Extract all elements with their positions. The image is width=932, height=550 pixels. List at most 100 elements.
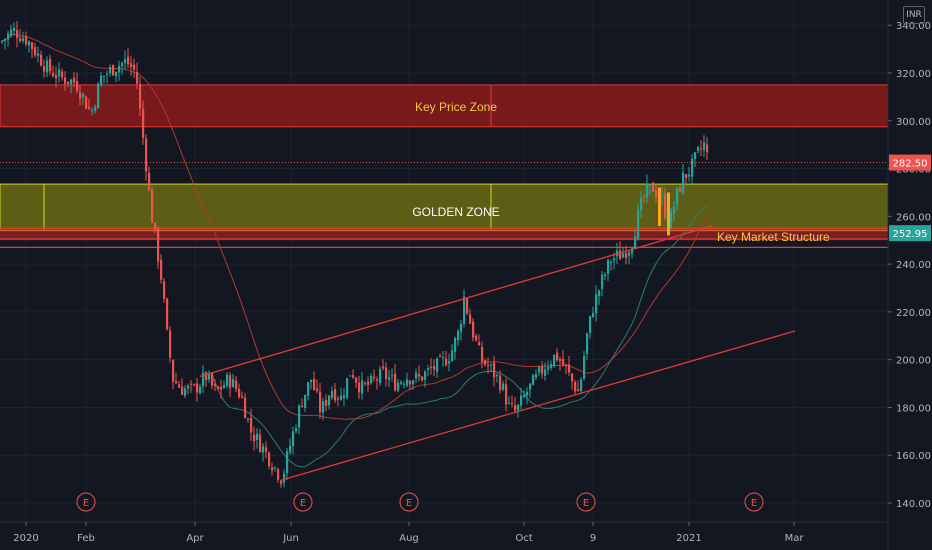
candle-down: [280, 480, 283, 484]
earnings-marker-label: E: [83, 498, 89, 509]
candle-down: [220, 387, 223, 390]
x-tick-label: 9: [590, 533, 596, 544]
candle-up: [688, 174, 691, 177]
candle-down: [511, 402, 514, 404]
candle-down: [172, 359, 175, 382]
candle-up: [97, 83, 100, 109]
earnings-marker-label: E: [300, 498, 306, 509]
candle-up: [7, 33, 10, 40]
candle-down: [64, 77, 67, 84]
price-zones: [0, 84, 889, 248]
candle-up: [328, 395, 331, 406]
candle-down: [382, 366, 385, 369]
time-axis[interactable]: 2020 Feb Apr Jun Aug Oct 9 2021 Mar: [13, 522, 804, 544]
candle-up: [199, 386, 202, 394]
candle-up: [640, 198, 643, 210]
candle-up: [532, 375, 535, 386]
candle-down: [484, 359, 487, 365]
candle-down: [154, 222, 157, 230]
candle-up: [340, 395, 343, 400]
channel-lower-line: [280, 330, 796, 481]
candle-up: [202, 372, 205, 387]
candle-up: [427, 368, 430, 370]
earnings-marker-label: E: [751, 498, 757, 509]
price-tags: [889, 154, 931, 242]
candle-up: [661, 195, 664, 197]
candle-down: [112, 65, 115, 76]
candle-up: [553, 354, 556, 366]
candle-down: [301, 405, 304, 407]
candle-up: [676, 187, 679, 206]
candle-down: [643, 196, 646, 198]
candle-down: [430, 366, 433, 368]
candle-up: [289, 445, 292, 453]
candle-up: [544, 369, 547, 376]
candle-down: [268, 452, 271, 467]
candle-down: [130, 63, 133, 68]
candle-up: [343, 395, 346, 398]
candle-up: [502, 383, 505, 390]
plot-area[interactable]: [0, 0, 888, 522]
y-tick-label: 160.00: [896, 451, 931, 462]
candle-down: [196, 383, 199, 393]
candle-up: [262, 445, 265, 453]
candle-down: [277, 469, 280, 480]
candle-up: [646, 183, 649, 198]
candle-up: [208, 373, 211, 380]
x-tick-label: Feb: [77, 533, 95, 544]
candle-up: [463, 296, 466, 324]
candle-up: [1, 41, 4, 43]
candle-up: [28, 41, 31, 46]
candle-up: [46, 60, 49, 73]
channel-upper-line: [199, 225, 713, 378]
candle-down: [211, 373, 214, 386]
candle-down: [514, 405, 517, 411]
candle-up: [436, 358, 439, 372]
candle-down: [148, 172, 151, 190]
candle-up: [379, 368, 382, 384]
candle-down: [313, 378, 316, 391]
candle-up: [187, 385, 190, 389]
candle-down: [316, 388, 319, 392]
candle-up: [457, 330, 460, 341]
x-tick-label: Jun: [282, 533, 299, 544]
candle-up: [649, 183, 652, 186]
candle-up: [361, 380, 364, 394]
candle-up: [538, 366, 541, 373]
candle-down: [568, 364, 571, 373]
x-tick-label: Aug: [399, 533, 419, 544]
candle-down: [229, 375, 232, 388]
candle-down: [685, 174, 688, 178]
candle-down: [145, 138, 148, 172]
candle-down: [19, 38, 22, 42]
candle-up: [628, 252, 631, 256]
candle-up: [37, 53, 40, 56]
candle-up: [634, 236, 637, 249]
candle-up: [442, 357, 445, 359]
candle-up: [397, 382, 400, 391]
price-axis[interactable]: 140.00 160.00 180.00 200.00 220.00 240.00 260.…: [888, 21, 931, 510]
candle-down: [16, 29, 19, 39]
currency-button[interactable]: INR: [903, 6, 925, 24]
candle-up: [58, 69, 61, 77]
candle-down: [43, 66, 46, 72]
candle-up: [226, 374, 229, 386]
candle-up: [550, 364, 553, 369]
candle-down: [34, 47, 37, 56]
candle-down: [394, 373, 397, 391]
candle-up: [691, 158, 694, 177]
candle-down: [160, 259, 163, 280]
candle-down: [139, 84, 142, 109]
candle-up: [526, 391, 529, 396]
earnings-marker: [399, 492, 419, 512]
candle-down: [439, 356, 442, 358]
candle-up: [118, 65, 121, 73]
candle-up: [580, 379, 583, 392]
candle-up: [547, 366, 550, 370]
candle-up: [82, 94, 85, 98]
candle-up: [184, 388, 187, 396]
candle-up: [403, 383, 406, 385]
candle-down: [700, 148, 703, 150]
